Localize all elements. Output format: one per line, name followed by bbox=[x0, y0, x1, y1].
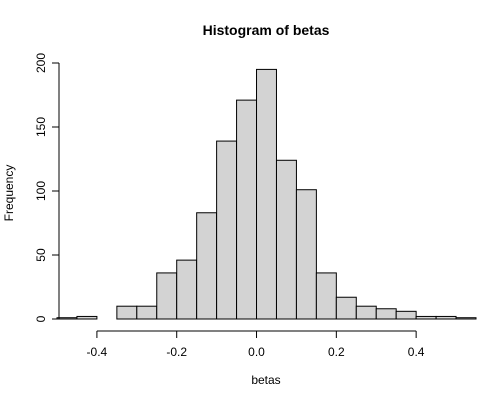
y-tick-label: 100 bbox=[34, 181, 48, 201]
bars-layer bbox=[56, 68, 477, 320]
histogram-bar bbox=[156, 272, 178, 320]
y-tick-label: 150 bbox=[34, 117, 48, 137]
y-tick-label: 0 bbox=[34, 315, 48, 322]
histogram-bar bbox=[335, 296, 357, 320]
chart-title: Histogram of betas bbox=[203, 22, 330, 38]
y-tick-label: 50 bbox=[34, 248, 48, 262]
histogram-bar bbox=[375, 308, 397, 320]
histogram-bar bbox=[455, 317, 477, 320]
histogram-bar bbox=[196, 212, 218, 320]
x-tick-label: -0.2 bbox=[166, 345, 187, 359]
histogram-bar bbox=[216, 140, 238, 320]
histogram-bar bbox=[56, 317, 78, 320]
y-tick-label: 200 bbox=[34, 53, 48, 73]
x-tick-label: 0.0 bbox=[248, 345, 265, 359]
histogram-bar bbox=[116, 305, 138, 320]
x-axis: -0.4 -0.2 0.0 0.2 0.4 bbox=[87, 330, 425, 359]
histogram-bar bbox=[136, 305, 158, 320]
histogram-bar bbox=[76, 315, 98, 320]
histogram-bar bbox=[355, 305, 377, 320]
x-axis-label: betas bbox=[251, 373, 280, 387]
histogram-bar bbox=[236, 99, 258, 320]
histogram-bar bbox=[176, 259, 198, 320]
histogram-bar bbox=[295, 189, 317, 320]
histogram-bar bbox=[275, 159, 297, 320]
histogram-bar bbox=[415, 315, 437, 320]
y-axis: 0 50 100 150 200 bbox=[34, 53, 60, 322]
x-tick-label: 0.4 bbox=[408, 345, 425, 359]
histogram-bar bbox=[435, 315, 457, 320]
x-tick-label: 0.2 bbox=[328, 345, 345, 359]
histogram-bar bbox=[315, 272, 337, 320]
histogram-bar bbox=[395, 310, 417, 320]
y-axis-label: Frequency bbox=[2, 165, 16, 222]
histogram-bar bbox=[256, 68, 277, 320]
x-tick-label: -0.4 bbox=[87, 345, 108, 359]
